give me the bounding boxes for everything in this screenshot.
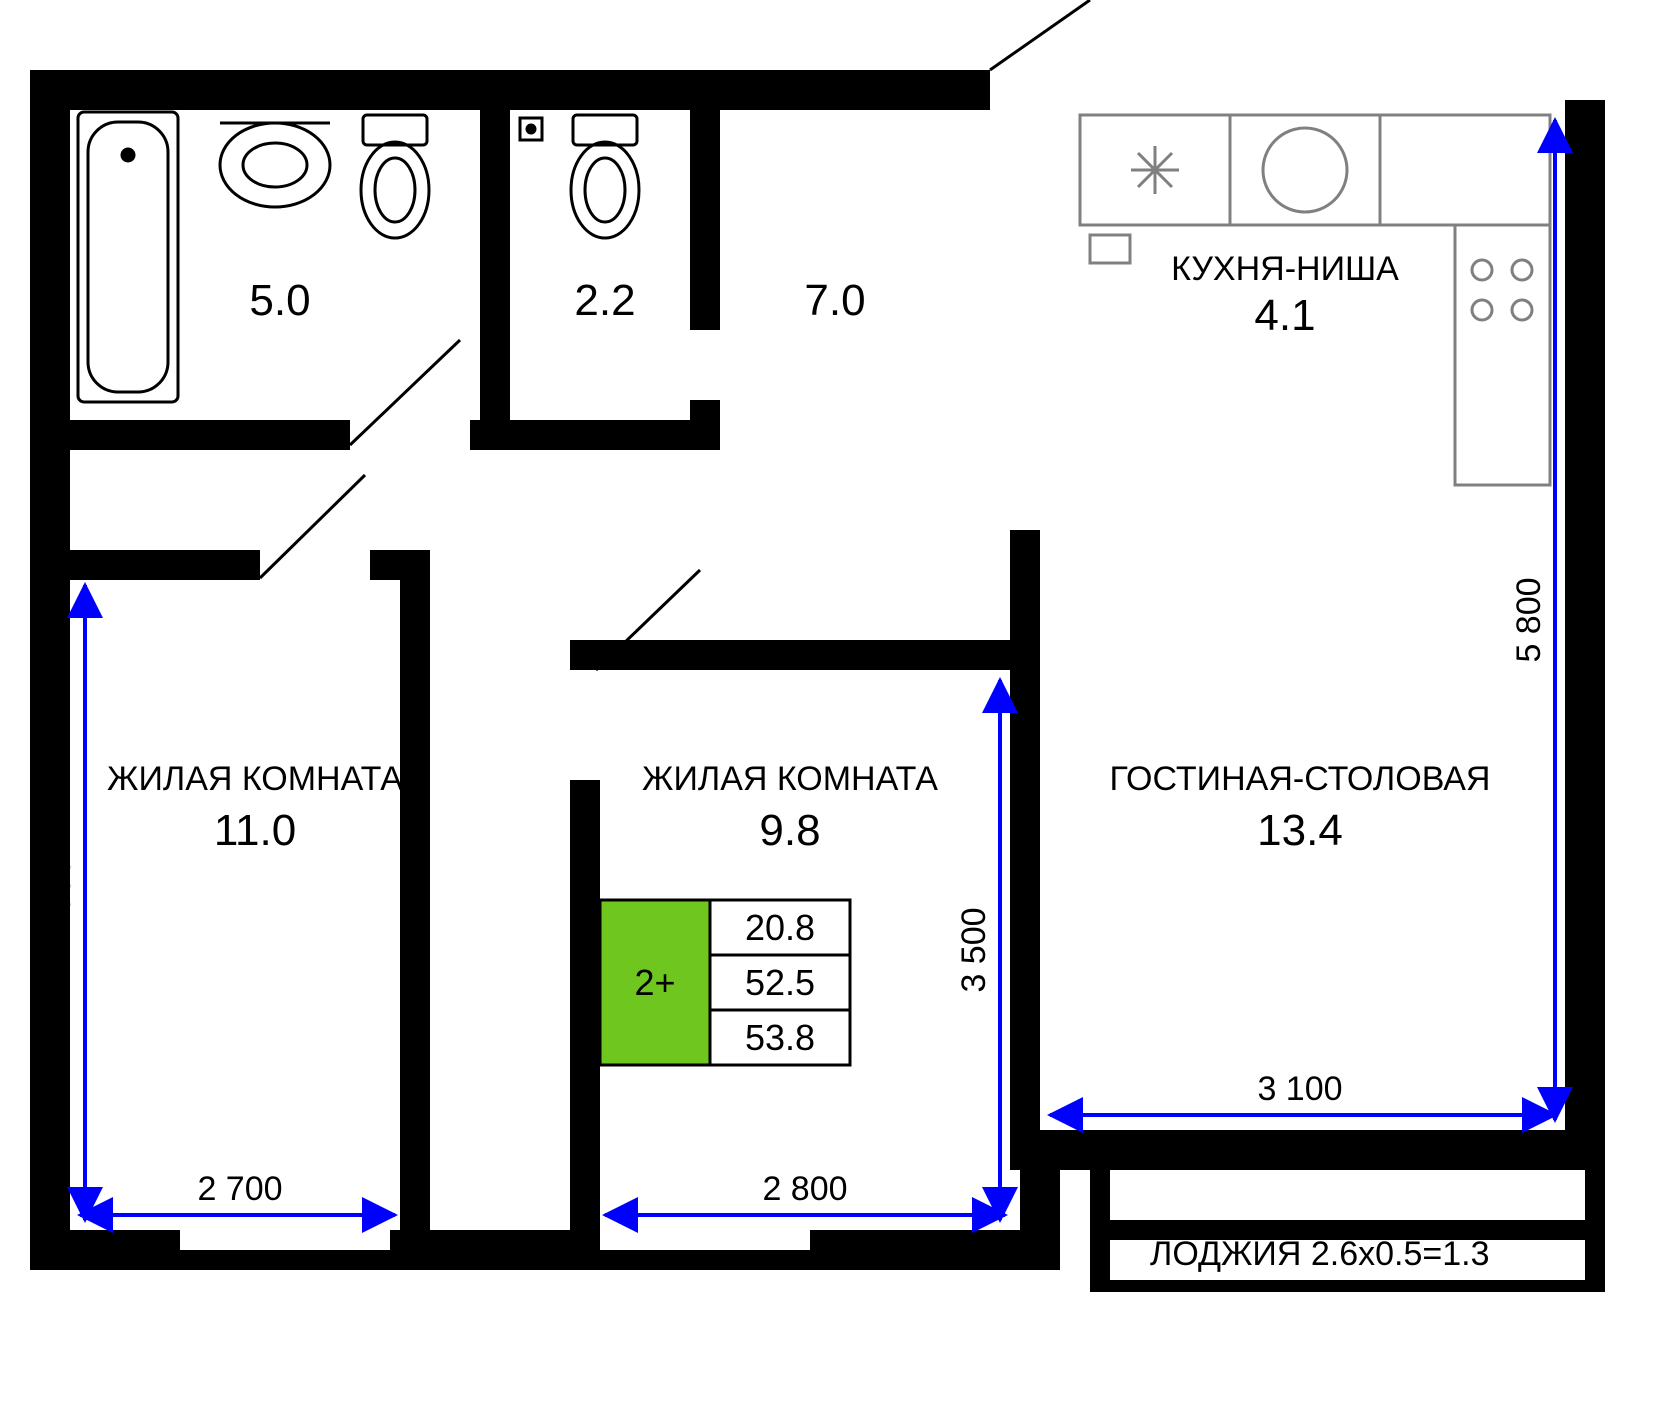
dim-bed1-h: 4 600 [40,857,78,942]
summary-total: 52.5 [745,962,815,1003]
wc-vent-icon [520,118,542,140]
bed1-area: 11.0 [214,806,296,855]
hall-area: 7.0 [804,276,865,325]
living-area: 13.4 [1257,806,1343,855]
bathroom-fixtures [78,112,429,402]
summary-table: 2+ 20.8 52.5 53.8 [600,900,850,1065]
loggia-label: ЛОДЖИЯ 2.6x0.5=1.3 [1150,1235,1490,1273]
dim-bed2-w: 2 800 [762,1170,847,1208]
bed2-area: 9.8 [759,806,820,855]
dim-bed2-h: 3 500 [955,907,993,992]
wc-area: 2.2 [574,276,635,325]
kitchen-area: 4.1 [1254,291,1315,340]
dim-living-h: 5 800 [1510,577,1548,662]
dim-living-w: 3 100 [1257,1070,1342,1108]
bed2-label: ЖИЛАЯ КОМНАТА [642,760,938,798]
summary-badge: 2+ [634,962,675,1003]
kitchen-label: КУХНЯ-НИША [1171,250,1399,288]
wc-toilet-icon [571,115,639,238]
summary-gross: 53.8 [745,1017,815,1058]
bath-area: 5.0 [249,276,310,325]
summary-living: 20.8 [745,907,815,948]
living-label: ГОСТИНАЯ-СТОЛОВАЯ [1110,760,1491,798]
entry-door-icon [990,0,1090,70]
dim-bed1-w: 2 700 [197,1170,282,1208]
bed1-label: ЖИЛАЯ КОМНАТА [107,760,403,798]
